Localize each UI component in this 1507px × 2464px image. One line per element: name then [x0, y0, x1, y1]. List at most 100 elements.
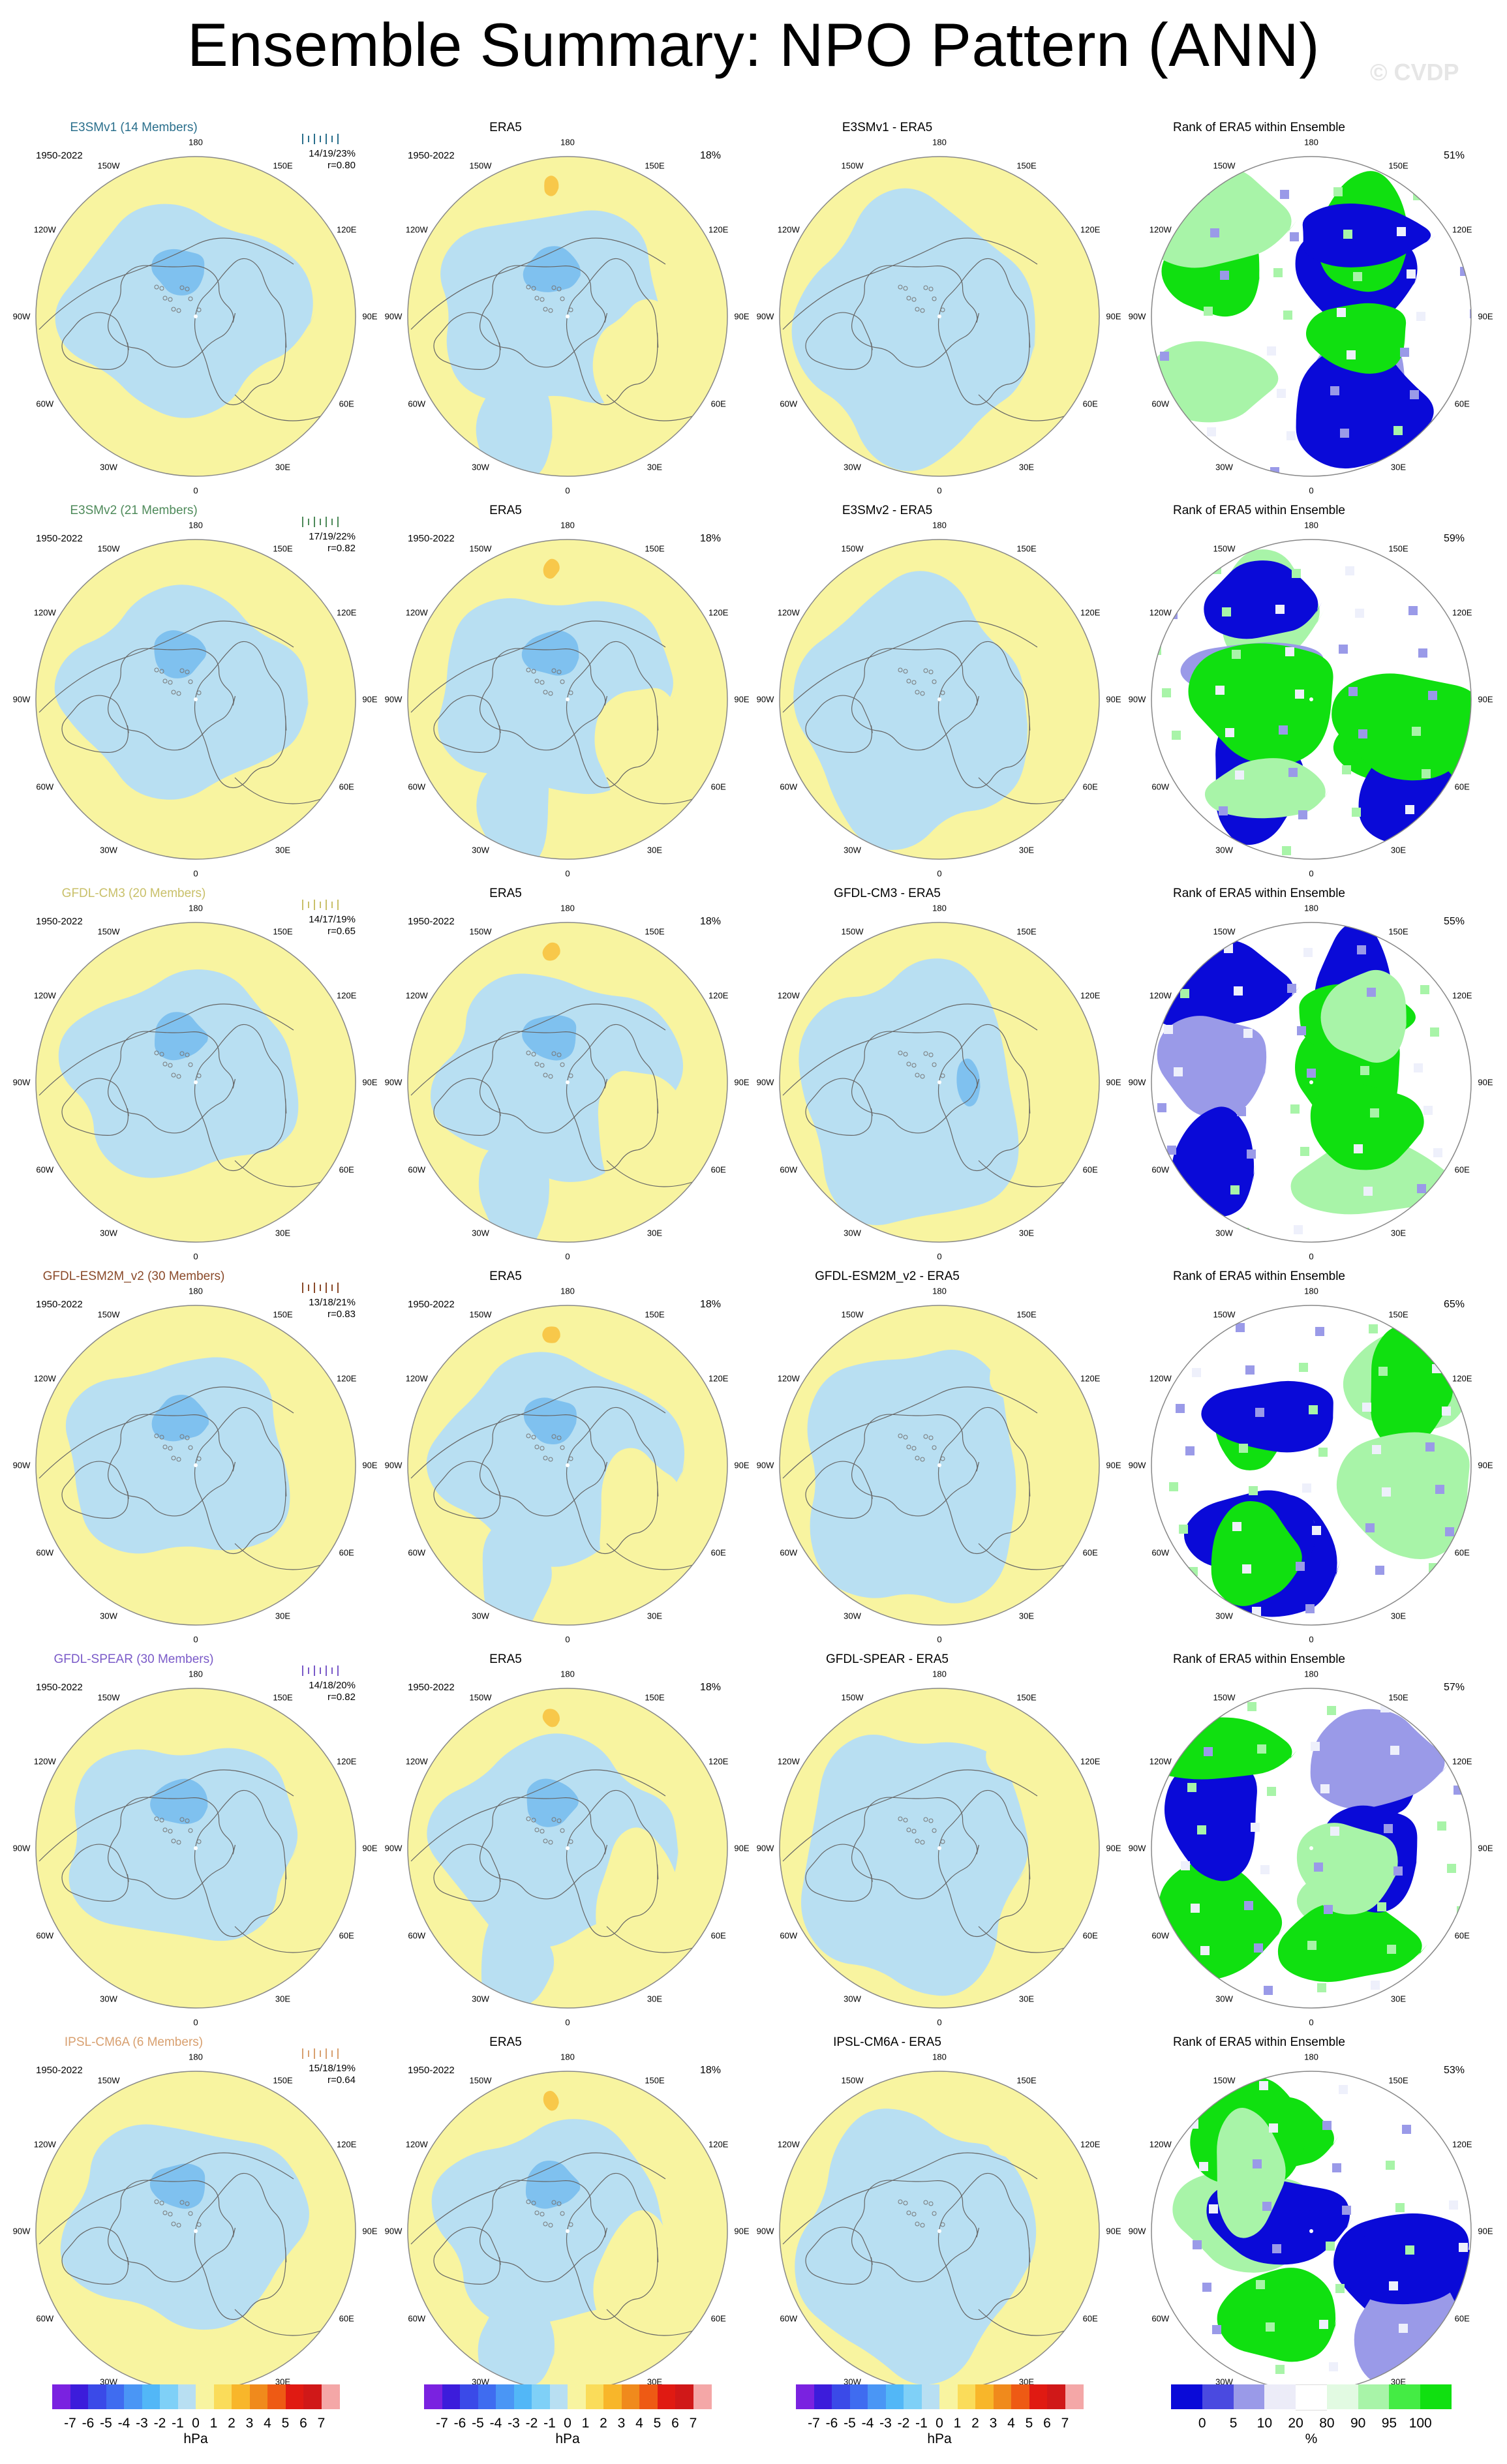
colorbar-tick: -2: [525, 2416, 538, 2431]
colorbar-swatch: [442, 2384, 461, 2409]
lon-label: 0: [193, 1634, 198, 1645]
member-tick: [326, 1665, 327, 1676]
lon-label: 30W: [100, 462, 117, 472]
pattern-map: [407, 922, 728, 1243]
lon-label: 60W: [36, 2313, 54, 2323]
pattern-map: [779, 922, 1100, 1243]
colorbar-swatch: [213, 2384, 232, 2409]
rank-pct: 53%: [1443, 2065, 1465, 2076]
member-tick: [326, 1283, 327, 1293]
lon-label: 30W: [1215, 2377, 1233, 2387]
rank-pct: 51%: [1443, 150, 1465, 161]
colorbar-tick: -2: [897, 2416, 910, 2431]
lon-label: 90W: [384, 1077, 403, 1088]
colorbar-tick: 80: [1319, 2416, 1335, 2431]
member-tick: [302, 134, 303, 144]
lon-label: 60E: [1082, 2313, 1098, 2323]
member-tick: [302, 2048, 303, 2059]
colorbar-swatch: [70, 2384, 89, 2409]
lon-label: 150W: [97, 543, 120, 554]
lon-label: 60W: [408, 399, 426, 408]
lon-label: 30E: [275, 462, 291, 472]
pattern-map: [35, 922, 356, 1243]
difference-pattern-panel: GFDL-SPEAR - ERA5 180 150E 120E 90E 60E 30E 0 30…: [757, 1652, 1132, 2028]
lon-label: 120W: [405, 607, 428, 617]
lon-label: 90E: [734, 2226, 750, 2236]
lon-label: 60E: [1082, 1930, 1098, 1940]
rank-pattern-panel: Rank of ERA5 within Ensemble 51% 180 150E 12…: [1129, 121, 1504, 496]
lon-label: 120W: [33, 1373, 56, 1383]
lon-label: 180: [560, 903, 575, 913]
obs-title: ERA5: [489, 2035, 522, 2049]
lon-label: 30E: [1390, 462, 1407, 472]
lon-label: 90E: [1106, 2226, 1121, 2236]
colorbar-swatch: [88, 2384, 106, 2409]
colorbar-swatch: [921, 2384, 940, 2409]
member-tick: [302, 517, 303, 527]
model-pattern-panel: IPSL-CM6A (6 Members) 1950-2022 15/18/19% r…: [13, 2035, 388, 2411]
lon-label: 30W: [472, 2377, 489, 2387]
lon-label: 60W: [36, 1547, 54, 1557]
lon-label: 120E: [708, 990, 729, 1000]
lon-label: 120E: [1080, 607, 1101, 617]
lon-label: 90E: [1478, 311, 1493, 322]
pattern-map: [779, 1688, 1100, 2009]
lon-label: 120E: [708, 607, 729, 617]
colorbar-swatch: [460, 2384, 478, 2409]
model-title: E3SMv1 (14 Members): [70, 121, 198, 134]
colorbar-swatch: [1264, 2384, 1296, 2409]
rank-map: [1151, 2071, 1472, 2392]
difference-pattern-panel: E3SMv2 - ERA5 180 150E 120E 90E 60E 30E 0 30W 60W…: [757, 504, 1132, 879]
lon-label: 120W: [1149, 224, 1172, 234]
period-label: 1950-2022: [36, 533, 83, 544]
lon-label: 60E: [710, 2313, 726, 2323]
difference-pattern-panel: GFDL-ESM2M_v2 - ERA5 180 150E 120E 90E 60E 30E…: [757, 1270, 1132, 1645]
pct-variance-stats: 14/18/20%: [309, 1680, 356, 1691]
lon-label: 30W: [100, 2377, 117, 2387]
colorbar-tick: 7: [1061, 2416, 1069, 2431]
lon-label: 180: [932, 137, 947, 147]
colorbar-swatch: [249, 2384, 268, 2409]
pattern-map: [35, 2071, 356, 2392]
colorbar-swatch: [160, 2384, 178, 2409]
pattern-map: [779, 1305, 1100, 1626]
member-tick: [331, 1285, 333, 1291]
lon-label: 30W: [844, 1611, 861, 1621]
lon-label: 60W: [408, 2313, 426, 2323]
colorbar-tick: -6: [82, 2416, 95, 2431]
lon-label: 30W: [844, 462, 861, 472]
lon-label: 120W: [405, 1373, 428, 1383]
member-tick: [308, 1285, 309, 1291]
colorbar-tick: -2: [153, 2416, 166, 2431]
lon-label: 150E: [645, 1692, 665, 1703]
pct-variance: 18%: [699, 533, 721, 544]
lon-label: 30E: [1390, 1994, 1407, 2004]
lon-label: 150W: [469, 2075, 492, 2086]
lon-label: 60W: [1151, 1547, 1170, 1557]
lon-label: 120W: [777, 224, 800, 234]
lon-label: 150E: [1016, 2075, 1037, 2086]
lon-label: 150E: [645, 1309, 665, 1320]
lon-label: 60W: [1151, 1930, 1170, 1940]
lon-label: 150E: [1388, 1309, 1408, 1320]
colorbar-tick: -7: [808, 2416, 820, 2431]
lon-label: 60W: [780, 782, 798, 791]
lon-label: 90W: [756, 1077, 774, 1088]
lon-label: 180: [560, 1669, 575, 1679]
colorbar-swatch: [621, 2384, 640, 2409]
colorbar-tick: 7: [317, 2416, 326, 2431]
lon-label: 30E: [1018, 462, 1035, 472]
obs-pattern-panel: ERA5 1950-2022 18% 180 150E 120E 90E 60E 30E 0 30W…: [385, 887, 760, 1262]
lon-label: 150W: [469, 160, 492, 171]
colorbar-tick: -5: [844, 2416, 856, 2431]
lon-label: 150E: [1388, 2075, 1408, 2086]
lon-label: 30E: [1390, 845, 1407, 855]
lon-label: 0: [565, 2017, 570, 2028]
lon-label: 150W: [1213, 2075, 1236, 2086]
lon-label: 60W: [36, 399, 54, 408]
pct-variance: 18%: [699, 1682, 721, 1693]
member-tick: [337, 1283, 339, 1293]
lon-label: 90E: [734, 1077, 750, 1088]
rank-pattern-panel: Rank of ERA5 within Ensemble 57% 180 150E 12…: [1129, 1652, 1504, 2028]
lon-label: 90W: [12, 2226, 31, 2236]
